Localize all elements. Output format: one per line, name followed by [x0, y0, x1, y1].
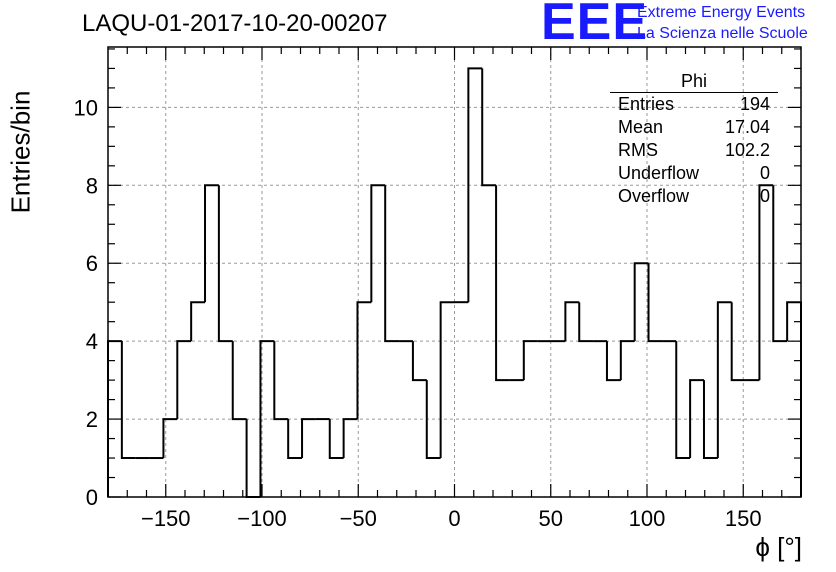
x-tick-label: 100	[629, 506, 666, 531]
x-tick-label: 0	[448, 506, 460, 531]
histogram-bin	[716, 301, 732, 459]
y-tick-label: 10	[74, 95, 98, 120]
stats-row-underflow: Underflow 0	[610, 162, 778, 185]
histogram-bin	[356, 301, 372, 420]
histogram-bin	[384, 185, 400, 343]
stats-label: Entries	[618, 94, 675, 114]
histogram-bin	[702, 380, 718, 460]
stats-row-entries: Entries 194	[610, 93, 778, 116]
axes: −150 −100 −50 0 50 100 150 0 2 4 6 8 10	[74, 47, 801, 531]
stats-row-overflow: Overflow 0	[610, 185, 778, 208]
plot-frame	[107, 46, 802, 498]
histogram-bin	[231, 341, 247, 421]
stats-value: 17.04	[724, 117, 770, 137]
stats-label: Overflow	[618, 186, 690, 206]
stats-label: Underflow	[618, 163, 700, 183]
y-tick-label: 0	[86, 485, 98, 510]
histogram-bin	[411, 341, 427, 382]
histogram-bin	[758, 184, 774, 381]
histogram-bin	[301, 418, 316, 459]
x-tick-label: −100	[237, 506, 287, 531]
histogram-bin	[495, 185, 510, 382]
y-tick-label: 2	[86, 407, 98, 432]
histogram-bin	[370, 184, 386, 303]
histogram-bin	[204, 184, 219, 303]
x-tick-label: −50	[340, 506, 377, 531]
histogram-bin	[273, 341, 289, 421]
stats-value: 0	[759, 163, 770, 183]
stats-label: RMS	[618, 140, 658, 160]
histogram-bin	[564, 301, 580, 342]
histogram-bin	[730, 302, 746, 382]
stats-title: Phi	[610, 70, 778, 93]
y-tick-label: 6	[86, 251, 98, 276]
histogram-bin	[619, 340, 635, 381]
y-axis-label: Entries/bin	[5, 90, 36, 214]
eee-logo: EEE	[541, 0, 649, 51]
histogram-bin	[217, 185, 233, 343]
stats-row-rms: RMS 102.2	[610, 139, 778, 162]
histogram-bin	[689, 379, 704, 459]
y-tick-label: 8	[86, 173, 98, 198]
grid-lines	[108, 47, 801, 497]
histogram-bin	[176, 340, 192, 420]
histogram-bin	[605, 341, 621, 382]
histogram-bin	[578, 302, 594, 343]
y-axis-label-box: Entries/bin	[6, 91, 36, 214]
stats-box: Phi Entries 194 Mean 17.04 RMS 102.2 Und…	[610, 70, 778, 208]
histogram-bin	[287, 419, 303, 460]
histogram-bin	[190, 301, 206, 342]
chart-title: LAQU-01-2017-10-20-00207	[82, 10, 388, 37]
logo-text-line-2: La Scienza nelle Scuole	[637, 25, 808, 42]
histogram-bin	[675, 341, 691, 460]
x-tick-label: 50	[539, 506, 563, 531]
x-tick-label: −150	[141, 506, 191, 531]
logo-text-line-1: Extreme Energy Events	[637, 4, 806, 21]
stats-label: Mean	[618, 117, 664, 137]
histogram-bin	[522, 340, 538, 381]
histogram-bin	[633, 262, 649, 342]
histogram-bin	[439, 301, 455, 459]
histogram-bin	[647, 263, 663, 343]
stats-value: 102.2	[724, 140, 770, 160]
histogram-bin	[481, 68, 497, 187]
y-tick-label: 4	[86, 329, 98, 354]
histogram-bin	[342, 418, 358, 459]
histogram-bin	[328, 419, 344, 460]
histogram-bin	[120, 341, 136, 460]
histogram-bin	[162, 418, 178, 459]
histogram-bin	[772, 185, 788, 343]
histogram-bin	[467, 67, 483, 303]
x-tick-label: 150	[725, 506, 762, 531]
histogram-bin	[245, 419, 261, 498]
stats-value: 194	[739, 94, 770, 114]
stats-value: 0	[759, 186, 770, 206]
stats-row-mean: Mean 17.04	[610, 116, 778, 139]
x-axis-label: ϕ [°]	[755, 532, 802, 562]
histogram-bin	[425, 380, 441, 460]
histogram-bin	[259, 340, 275, 497]
